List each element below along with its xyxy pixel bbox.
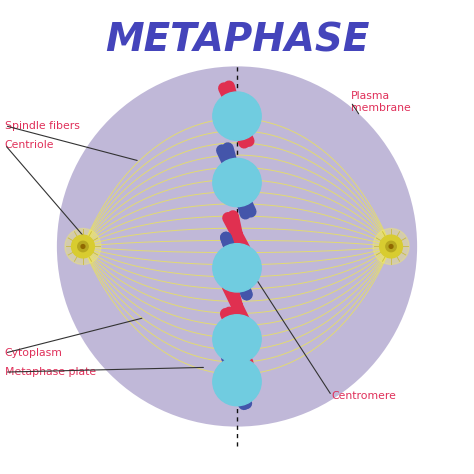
Circle shape [78, 241, 88, 252]
Text: METAPHASE: METAPHASE [105, 21, 369, 59]
Circle shape [72, 235, 94, 258]
Text: Spindle fibers: Spindle fibers [5, 120, 80, 131]
Circle shape [389, 245, 393, 248]
Circle shape [213, 92, 261, 140]
Circle shape [213, 357, 261, 406]
Circle shape [386, 241, 396, 252]
Text: Plasma
membrane: Plasma membrane [351, 91, 410, 113]
Circle shape [81, 245, 85, 248]
Circle shape [213, 158, 261, 207]
Text: Cytoplasm: Cytoplasm [5, 348, 63, 358]
Circle shape [65, 228, 101, 264]
Text: Centromere: Centromere [332, 391, 397, 401]
Circle shape [213, 244, 261, 292]
Circle shape [380, 235, 402, 258]
Circle shape [213, 315, 261, 363]
Circle shape [57, 66, 417, 427]
Circle shape [373, 228, 409, 264]
Text: Metaphase plate: Metaphase plate [5, 367, 96, 377]
Text: Centriole: Centriole [5, 139, 54, 150]
